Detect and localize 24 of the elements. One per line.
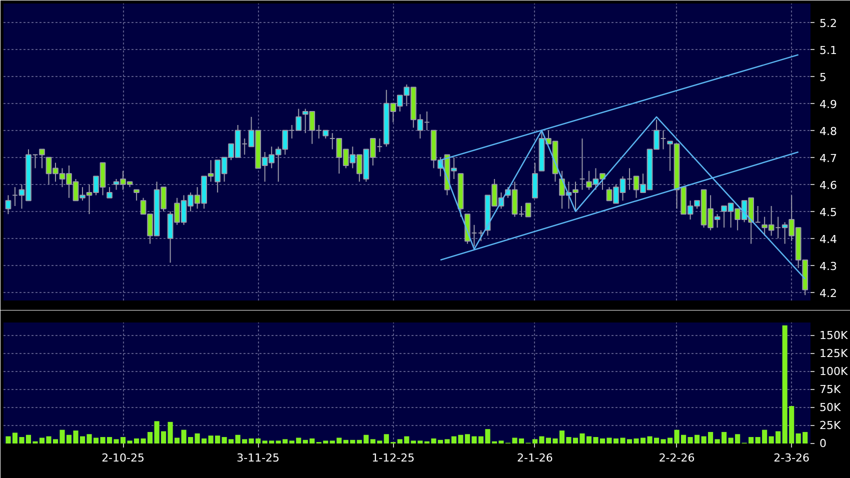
y-tick-label: 50K (820, 400, 842, 414)
y-tick-label: 5 (820, 70, 826, 84)
x-tick-label: 2-3-26 (774, 452, 810, 464)
y-tick-label: 4.3 (820, 260, 837, 273)
x-tick-label: 3-11-25 (236, 452, 280, 464)
y-tick-label: 0 (820, 437, 826, 450)
x-tick-label: 2-2-26 (658, 452, 695, 464)
y-tick-label: 4.7 (820, 152, 837, 165)
y-tick-label: 5.1 (820, 44, 837, 57)
y-tick-label: 125K (820, 346, 848, 360)
y-tick-label: 25K (820, 418, 842, 432)
y-tick-label: 4.9 (820, 98, 837, 111)
y-tick-label: 4.4 (820, 232, 837, 246)
x-tick-label: 2-1-26 (517, 452, 553, 464)
y-tick-label: 4.6 (820, 178, 837, 192)
y-tick-label: 150K (820, 328, 848, 342)
y-tick-label: 4.2 (820, 286, 837, 300)
y-tick-label: 4.5 (820, 206, 837, 219)
x-tick-label: 1-12-25 (372, 452, 415, 464)
y-tick-label: 75K (820, 382, 842, 396)
y-tick-label: 4.8 (820, 124, 837, 138)
x-tick-label: 2-10-25 (102, 452, 144, 464)
y-tick-label: 100K (820, 364, 848, 378)
y-tick-label: 5.2 (820, 16, 837, 30)
